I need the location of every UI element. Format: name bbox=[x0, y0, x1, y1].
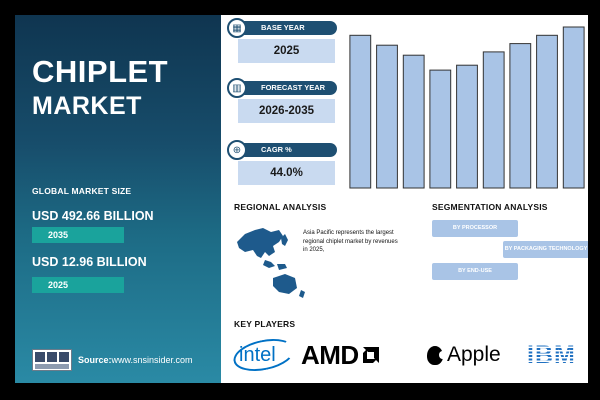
apple-logo: Apple bbox=[427, 337, 501, 373]
key-players-heading: KEY PLAYERS bbox=[234, 319, 296, 329]
title-line-1: CHIPLET bbox=[32, 54, 169, 89]
chart-bar-3 bbox=[402, 54, 425, 189]
infographic: CHIPLET MARKET GLOBAL MARKET SIZE USD 49… bbox=[15, 15, 588, 383]
market-value-2025: USD 12.96 BILLION bbox=[32, 255, 147, 269]
cagr-label: CAGR % bbox=[235, 143, 337, 157]
base-year-label: BASE YEAR bbox=[235, 21, 337, 35]
chart-bar-4 bbox=[429, 69, 452, 189]
title-line-2: MARKET bbox=[32, 92, 142, 120]
bar-chart-svg bbox=[349, 26, 585, 189]
segment-by-packaging-technology: BY PACKAGING TECHNOLOGY bbox=[503, 241, 588, 258]
chart-bar-9 bbox=[562, 26, 585, 189]
ibm-logo: IBM bbox=[527, 340, 576, 369]
left-panel: CHIPLET MARKET GLOBAL MARKET SIZE USD 49… bbox=[15, 15, 221, 383]
chart-bar-2 bbox=[376, 44, 398, 189]
base-year-value: 2025 bbox=[238, 39, 335, 63]
chart-bar-1 bbox=[349, 34, 372, 189]
apple-icon bbox=[427, 345, 446, 365]
source-url: www.snsinsider.com bbox=[111, 355, 193, 365]
chart-bar-7 bbox=[509, 43, 532, 189]
intel-logo: intel bbox=[230, 333, 298, 377]
chart-icon: ▥ bbox=[227, 78, 247, 98]
amd-logo: AMD bbox=[301, 337, 381, 373]
chart-bar-5 bbox=[456, 64, 478, 189]
forecast-year-label: FORECAST YEAR bbox=[235, 81, 337, 95]
source-line: Source: www.snsinsider.com bbox=[32, 349, 193, 371]
sns-insider-logo bbox=[32, 349, 72, 371]
growth-icon: ⊕ bbox=[227, 140, 247, 160]
market-value-2035: USD 492.66 BILLION bbox=[32, 209, 154, 223]
global-market-size-label: GLOBAL MARKET SIZE bbox=[32, 186, 132, 196]
chart-bar-6 bbox=[482, 51, 505, 189]
regional-analysis-text: Asia Pacific represents the largest regi… bbox=[303, 230, 398, 253]
asia-pacific-map bbox=[235, 220, 310, 300]
year-badge-2025: 2025 bbox=[32, 277, 124, 293]
segment-by-processor: BY PROCESSOR bbox=[432, 220, 518, 237]
forecast-year-value: 2026-2035 bbox=[238, 99, 335, 123]
cagr-value: 44.0% bbox=[238, 161, 335, 185]
bar-chart bbox=[347, 20, 587, 192]
calendar-icon: ▦ bbox=[227, 18, 247, 38]
regional-analysis-heading: REGIONAL ANALYSIS bbox=[234, 202, 327, 212]
source-label: Source: bbox=[78, 355, 112, 365]
chart-bar-8 bbox=[536, 34, 558, 189]
year-badge-2035: 2035 bbox=[32, 227, 124, 243]
segment-by-end-use: BY END-USE bbox=[432, 263, 518, 280]
segmentation-analysis-heading: SEGMENTATION ANALYSIS bbox=[432, 202, 548, 212]
page-title: CHIPLET MARKET bbox=[32, 55, 168, 123]
